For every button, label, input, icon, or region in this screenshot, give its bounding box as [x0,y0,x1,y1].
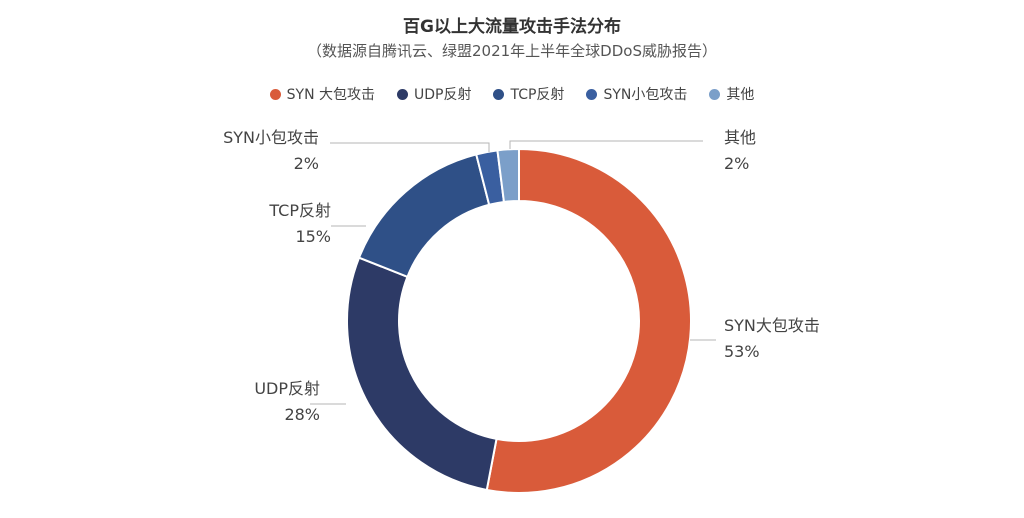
slice-other[interactable] [496,147,520,204]
legend-label: 其他 [726,87,755,103]
slice-tcp-reflection[interactable] [357,153,491,279]
slice-value-udp-reflection: 28% [284,405,320,424]
slice-udp-reflection[interactable] [346,256,498,492]
slice-syn-large[interactable] [485,147,693,494]
slice-value-syn-large: 53% [724,342,760,361]
chart-title: 百G以上大流量攻击手法分布 [403,17,621,37]
slice-value-other: 2% [724,154,749,173]
chart-legend: SYN 大包攻击 UDP反射 TCP反射 SYN小包攻击 其他 [0,84,1024,104]
legend-label: SYN小包攻击 [603,87,688,103]
legend-swatch [397,88,408,100]
leader-line-syn-small [330,142,490,152]
chart-subtitle: （数据源自腾讯云、绿盟2021年上半年全球DDoS威胁报告） [307,42,717,60]
legend-swatch [586,88,598,100]
slice-label-syn-small: SYN小包攻击 [223,128,319,147]
legend-label: TCP反射 [510,87,565,103]
legend-label: UDP反射 [414,87,472,103]
legend-item-syn-small[interactable]: SYN小包攻击 [586,84,687,104]
slice-label-other: 其他 [724,128,756,147]
slice-label-syn-large: SYN大包攻击 [724,316,820,335]
slice-value-syn-small: 2% [294,154,319,173]
legend-item-other[interactable]: 其他 [709,84,754,104]
legend-item-syn-large[interactable]: SYN 大包攻击 [269,84,375,104]
legend-item-udp-reflection[interactable]: UDP反射 [397,84,471,104]
legend-item-tcp-reflection[interactable]: TCP反射 [493,84,564,104]
legend-swatch [269,88,281,100]
slice-label-udp-reflection: UDP反射 [254,379,320,398]
slice-label-tcp-reflection: TCP反射 [268,201,331,220]
slice-value-tcp-reflection: 15% [295,227,331,246]
leader-line-other [509,140,703,149]
legend-swatch [493,88,505,100]
legend-label: SYN 大包攻击 [286,87,375,103]
legend-swatch [709,88,721,100]
